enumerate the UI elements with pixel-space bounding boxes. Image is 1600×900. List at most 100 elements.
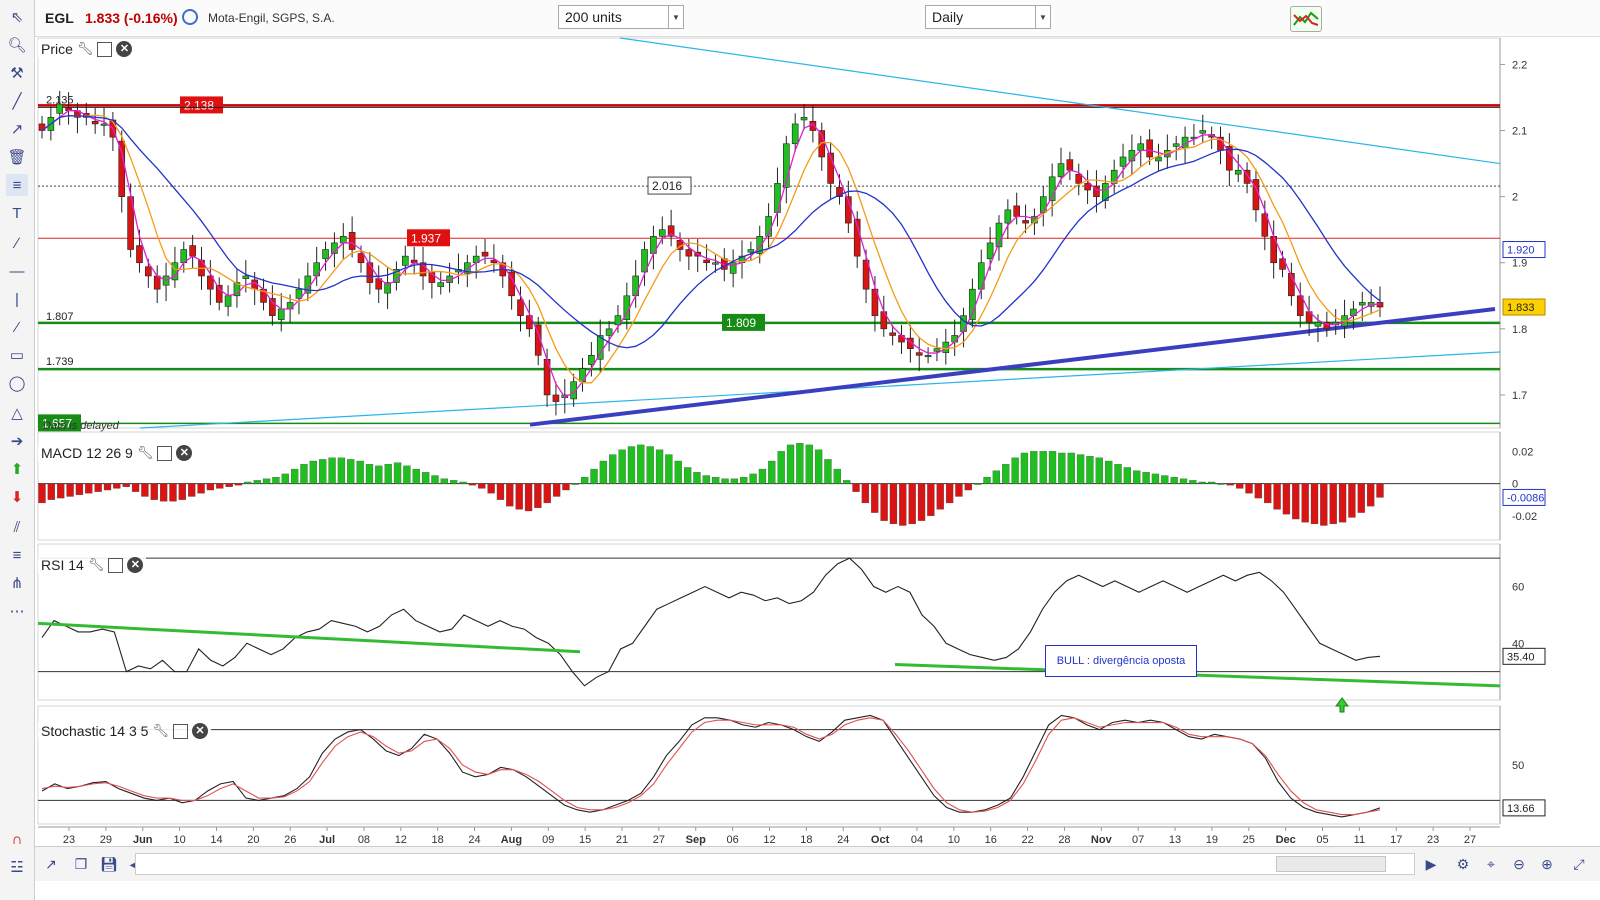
macd-bar xyxy=(721,478,729,484)
windows-icon[interactable]: ❐ xyxy=(74,855,88,872)
level-label-2.135: 2.135 xyxy=(46,94,74,106)
segment-icon[interactable]: ⁄ xyxy=(15,318,19,336)
period-select[interactable]: Daily ▼ xyxy=(925,5,1051,29)
horizontal-line-icon[interactable]: — xyxy=(9,262,25,280)
candle-body xyxy=(588,354,595,365)
draw-line-icon[interactable]: ↗ xyxy=(10,121,24,138)
candle-body xyxy=(56,103,64,114)
candle-body xyxy=(871,288,879,316)
zoom-in-icon[interactable]: ⊕ xyxy=(1541,855,1553,872)
wrench-icon[interactable]: 🔧︎ xyxy=(152,723,169,738)
tools-icon[interactable]: ⚒ xyxy=(10,65,24,82)
candle-body xyxy=(145,266,152,277)
candle-body xyxy=(1181,136,1189,149)
macd-bar xyxy=(75,483,84,496)
macd-bar xyxy=(646,446,654,484)
cursor-icon[interactable]: ⇖ xyxy=(10,9,24,26)
maximize-icon[interactable] xyxy=(108,557,124,573)
candle-body xyxy=(410,259,418,264)
zoom-out-icon[interactable]: ⊖ xyxy=(1513,855,1525,872)
close-icon[interactable]: ✕ xyxy=(127,557,144,573)
candle-body xyxy=(375,278,383,290)
candle-body xyxy=(91,120,99,125)
export-chart-icon[interactable]: ↗ xyxy=(45,855,57,872)
arrow-down-icon[interactable]: ⬇ xyxy=(10,489,24,506)
candle-body xyxy=(1110,169,1118,184)
macd-bar xyxy=(1161,475,1169,484)
candle-body xyxy=(1376,302,1384,308)
rectangle-icon[interactable]: ▭ xyxy=(9,347,25,364)
macd-bar xyxy=(244,481,252,484)
save-icon[interactable]: 💾︎ xyxy=(100,855,118,872)
candle-body xyxy=(1155,156,1162,162)
macd-bar xyxy=(412,468,420,484)
ellipse-icon[interactable]: ◯ xyxy=(8,375,26,392)
ray-icon[interactable]: ∕ xyxy=(15,234,19,252)
triangle-icon[interactable]: △ xyxy=(11,405,23,422)
last-price-tag-text: 1.833 xyxy=(1507,302,1535,314)
maximize-icon[interactable] xyxy=(157,445,173,461)
close-icon[interactable]: ✕ xyxy=(191,723,208,739)
fibonacci-icon[interactable]: ⫽ xyxy=(13,518,21,536)
wrench-icon[interactable]: 🔧︎ xyxy=(76,41,94,56)
scroll-right-icon[interactable]: ▶ xyxy=(1425,855,1437,872)
candle-body xyxy=(1199,130,1207,134)
candle-body xyxy=(915,352,923,356)
macd-bar xyxy=(319,459,327,484)
channel-icon[interactable]: ≡ xyxy=(12,546,22,564)
macd-bar xyxy=(749,473,757,484)
lines-icon[interactable]: ≡ xyxy=(6,174,28,196)
macd-bar xyxy=(936,483,944,510)
fullscreen-icon[interactable]: ⤢ xyxy=(1573,855,1585,872)
candle-body xyxy=(827,152,834,184)
zoom-icon[interactable]: 🔍︎ xyxy=(7,37,27,54)
wrench-icon[interactable]: 🔧︎ xyxy=(87,557,105,572)
rsi-up-arrow-icon xyxy=(1335,697,1349,713)
candle-body xyxy=(215,284,223,303)
units-select[interactable]: 200 units ▼ xyxy=(558,5,684,29)
trendline-icon[interactable]: ╱ xyxy=(12,93,22,110)
macd-bar xyxy=(534,483,542,508)
macd-bar xyxy=(375,465,383,484)
macd-bar xyxy=(796,443,804,484)
zoom-fit-icon[interactable]: ⌖ xyxy=(1487,855,1495,872)
macd-bar xyxy=(450,480,458,484)
candle-body xyxy=(995,222,1003,248)
chart-style-icon[interactable] xyxy=(1290,6,1322,32)
candle-body xyxy=(809,120,817,131)
more-icon[interactable]: ⋯ xyxy=(9,603,25,620)
macd-bar xyxy=(159,483,168,502)
maximize-icon[interactable] xyxy=(172,723,188,739)
close-icon[interactable]: ✕ xyxy=(116,41,133,57)
candle-body xyxy=(1013,205,1021,217)
wrench-icon[interactable]: 🔧︎ xyxy=(136,445,154,460)
vertical-line-icon[interactable]: | xyxy=(15,290,19,308)
candle-body xyxy=(499,262,507,277)
chart-type-icon[interactable]: ☳ xyxy=(10,859,24,876)
candle-body xyxy=(153,275,161,290)
macd-bar xyxy=(1020,452,1029,484)
pitchfork-icon[interactable]: ⋔ xyxy=(10,575,24,592)
x-tick-label: 06 xyxy=(727,834,739,846)
macd-bar xyxy=(880,483,888,521)
macd-bar xyxy=(590,468,598,484)
macd-bar xyxy=(992,470,1001,484)
magnet-icon[interactable]: ∩ xyxy=(11,830,23,848)
macd-bar xyxy=(103,483,112,491)
macd-bar xyxy=(131,483,140,492)
macd-bar xyxy=(1282,483,1291,515)
candle-body xyxy=(127,196,134,250)
text-icon[interactable]: T xyxy=(12,204,22,222)
level-tag-text-2.138: 2.138 xyxy=(184,98,214,112)
delayed-clock-icon xyxy=(182,9,198,25)
chart-settings-icon[interactable]: ⚙ xyxy=(1456,855,1470,872)
maximize-icon[interactable] xyxy=(97,41,113,57)
price-panel: 2.1382.1352.0161.9371.8091.8071.7391.657… xyxy=(38,37,1546,432)
arrow-up-icon[interactable]: ⬆ xyxy=(10,461,24,478)
time-scrollbar[interactable] xyxy=(135,853,1415,875)
trash-icon[interactable]: 🗑︎ xyxy=(7,149,27,166)
close-icon[interactable]: ✕ xyxy=(176,445,193,461)
delayed-note: Data is delayed xyxy=(43,420,119,432)
scrollbar-thumb[interactable] xyxy=(1276,856,1386,872)
arrow-right-icon[interactable]: ➔ xyxy=(10,433,24,450)
